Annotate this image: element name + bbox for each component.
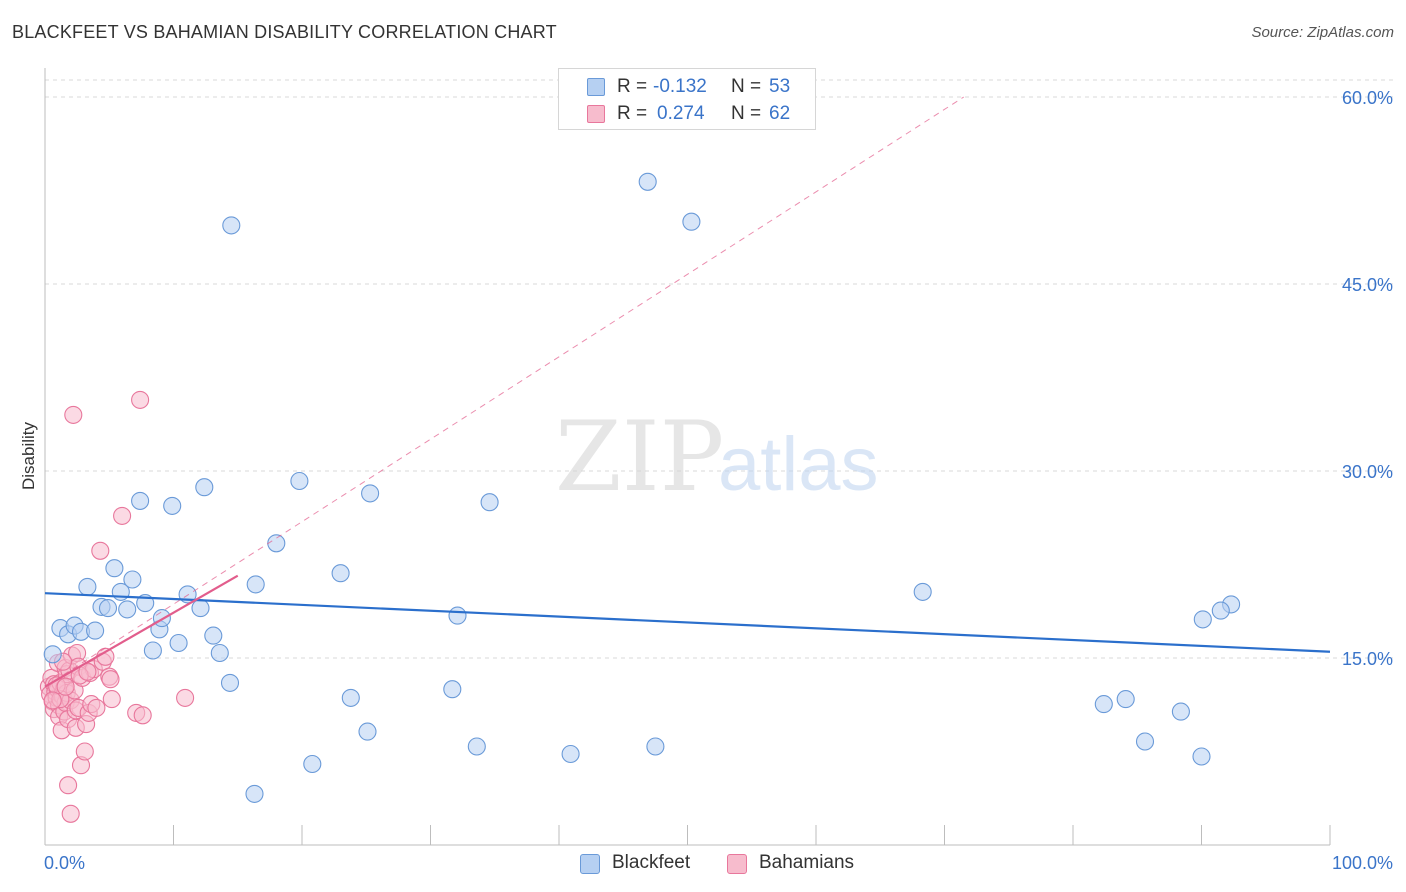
series-bahamians — [39, 390, 195, 823]
blackfeet-point-43 — [682, 212, 701, 231]
blackfeet-point-30 — [290, 471, 309, 491]
blackfeet-point-26 — [222, 216, 241, 235]
n-value: 62 — [769, 103, 791, 124]
axis-labels: 15.0% 30.0% 45.0% 60.0% 0.0% 100.0% Disability — [19, 88, 1393, 873]
r-label: R = — [617, 76, 648, 97]
bahamians-point-44 — [91, 541, 110, 560]
bahamians-point-50 — [113, 506, 132, 525]
r-value: 0.274 — [657, 103, 705, 124]
blackfeet-point-41 — [638, 172, 657, 191]
blackfeet-point-11 — [118, 600, 137, 619]
gridlines — [45, 79, 1395, 659]
blackfeet-point-15 — [143, 641, 162, 660]
blackfeet-point-36 — [448, 606, 467, 625]
y-tick-label-0: 15.0% — [1342, 649, 1393, 669]
blackfeet-point-23 — [204, 626, 223, 645]
y-tick-label-1: 30.0% — [1342, 462, 1393, 482]
blackfeet-point-45 — [1094, 695, 1113, 714]
bahamians-point-57 — [56, 677, 75, 696]
blackfeet-point-19 — [169, 633, 188, 653]
blackfeet-point-8 — [98, 599, 118, 618]
blackfeet-legend-swatch — [580, 854, 600, 874]
blackfeet-point-32 — [331, 564, 350, 583]
blackfeet-point-38 — [467, 737, 486, 756]
legend-item-blackfeet[interactable]: Blackfeet — [580, 852, 710, 876]
source-label: Source: ZipAtlas.com — [1251, 24, 1394, 41]
blackfeet-trend-line — [44, 592, 1331, 653]
blackfeet-point-31 — [303, 754, 322, 774]
bahamians-point-37 — [75, 742, 94, 761]
blackfeet-swatch — [587, 78, 605, 96]
blackfeet-point-29 — [267, 534, 286, 553]
stats-legend-row-bahamians: R = 0.274 N = 62 — [559, 100, 815, 128]
n-value: 53 — [769, 76, 791, 97]
blackfeet-point-33 — [341, 688, 360, 707]
blackfeet-point-44 — [913, 582, 932, 601]
trend-lines — [44, 96, 1331, 688]
blackfeet-point-39 — [480, 493, 499, 512]
blackfeet-point-5 — [78, 577, 97, 596]
blackfeet-point-0 — [43, 645, 62, 664]
stats-legend: R = -0.132 N = 53 R = 0.274 N = 62 — [558, 68, 816, 130]
bahamians-point-43 — [87, 698, 106, 717]
bahamians-point-54 — [176, 688, 195, 707]
blackfeet-point-35 — [361, 484, 380, 503]
blackfeet-point-52 — [1211, 601, 1230, 620]
x-tick-label-1: 100.0% — [1332, 853, 1393, 873]
blackfeet-point-37 — [443, 680, 462, 699]
blackfeet-point-22 — [195, 478, 214, 497]
stats-legend-row-blackfeet: R = -0.132 N = 53 — [559, 73, 815, 101]
blackfeet-point-21 — [191, 599, 210, 618]
x-tick-label-0: 0.0% — [44, 853, 85, 873]
y-tick-label-3: 60.0% — [1342, 88, 1393, 108]
bahamians-point-25 — [61, 804, 80, 823]
blackfeet-point-13 — [131, 491, 150, 510]
blackfeet-point-47 — [1135, 732, 1155, 751]
blackfeet-point-6 — [86, 621, 105, 640]
r-label: R = — [617, 103, 648, 124]
blackfeet-point-28 — [246, 575, 265, 594]
y-axis-title: Disability — [19, 421, 38, 490]
axes — [44, 68, 1331, 846]
bahamians-trend-line — [44, 574, 239, 688]
bahamians-point-48 — [101, 670, 120, 689]
blackfeet-point-50 — [1192, 747, 1211, 766]
blackfeet-point-27 — [245, 784, 264, 803]
bahamians-point-53 — [133, 706, 152, 725]
watermark: ZIP atlas — [555, 401, 879, 513]
bahamians-trend-extension — [44, 96, 965, 688]
blackfeet-point-12 — [123, 570, 142, 589]
bahamians-point-28 — [64, 405, 83, 424]
bahamians-point-49 — [102, 690, 121, 709]
legend-item-bahamians[interactable]: Bahamians — [727, 852, 867, 876]
blackfeet-point-34 — [358, 722, 377, 741]
y-tick-label-2: 45.0% — [1342, 275, 1393, 295]
bahamians-legend-swatch — [727, 854, 747, 874]
bahamians-legend-label: Bahamians — [759, 852, 855, 873]
blackfeet-point-46 — [1116, 690, 1135, 709]
bahamians-point-22 — [59, 776, 78, 795]
n-label: N = — [731, 103, 762, 124]
blackfeet-point-49 — [1193, 610, 1212, 629]
blackfeet-point-18 — [163, 496, 182, 515]
bahamians-point-59 — [43, 691, 62, 710]
bahamians-point-52 — [131, 390, 150, 409]
blackfeet-point-40 — [561, 744, 580, 764]
blackfeet-point-9 — [105, 559, 124, 578]
r-value: -0.132 — [653, 76, 707, 97]
blackfeet-legend-label: Blackfeet — [612, 852, 691, 873]
blackfeet-point-24 — [210, 643, 229, 663]
blackfeet-point-42 — [646, 737, 665, 756]
watermark-atlas: atlas — [718, 422, 879, 507]
watermark-zip: ZIP — [555, 401, 724, 513]
blackfeet-point-25 — [220, 673, 240, 692]
bahamians-swatch — [587, 105, 605, 123]
chart-title: BLACKFEET VS BAHAMIAN DISABILITY CORRELA… — [12, 22, 557, 42]
n-label: N = — [731, 76, 762, 97]
blackfeet-point-48 — [1171, 702, 1190, 721]
